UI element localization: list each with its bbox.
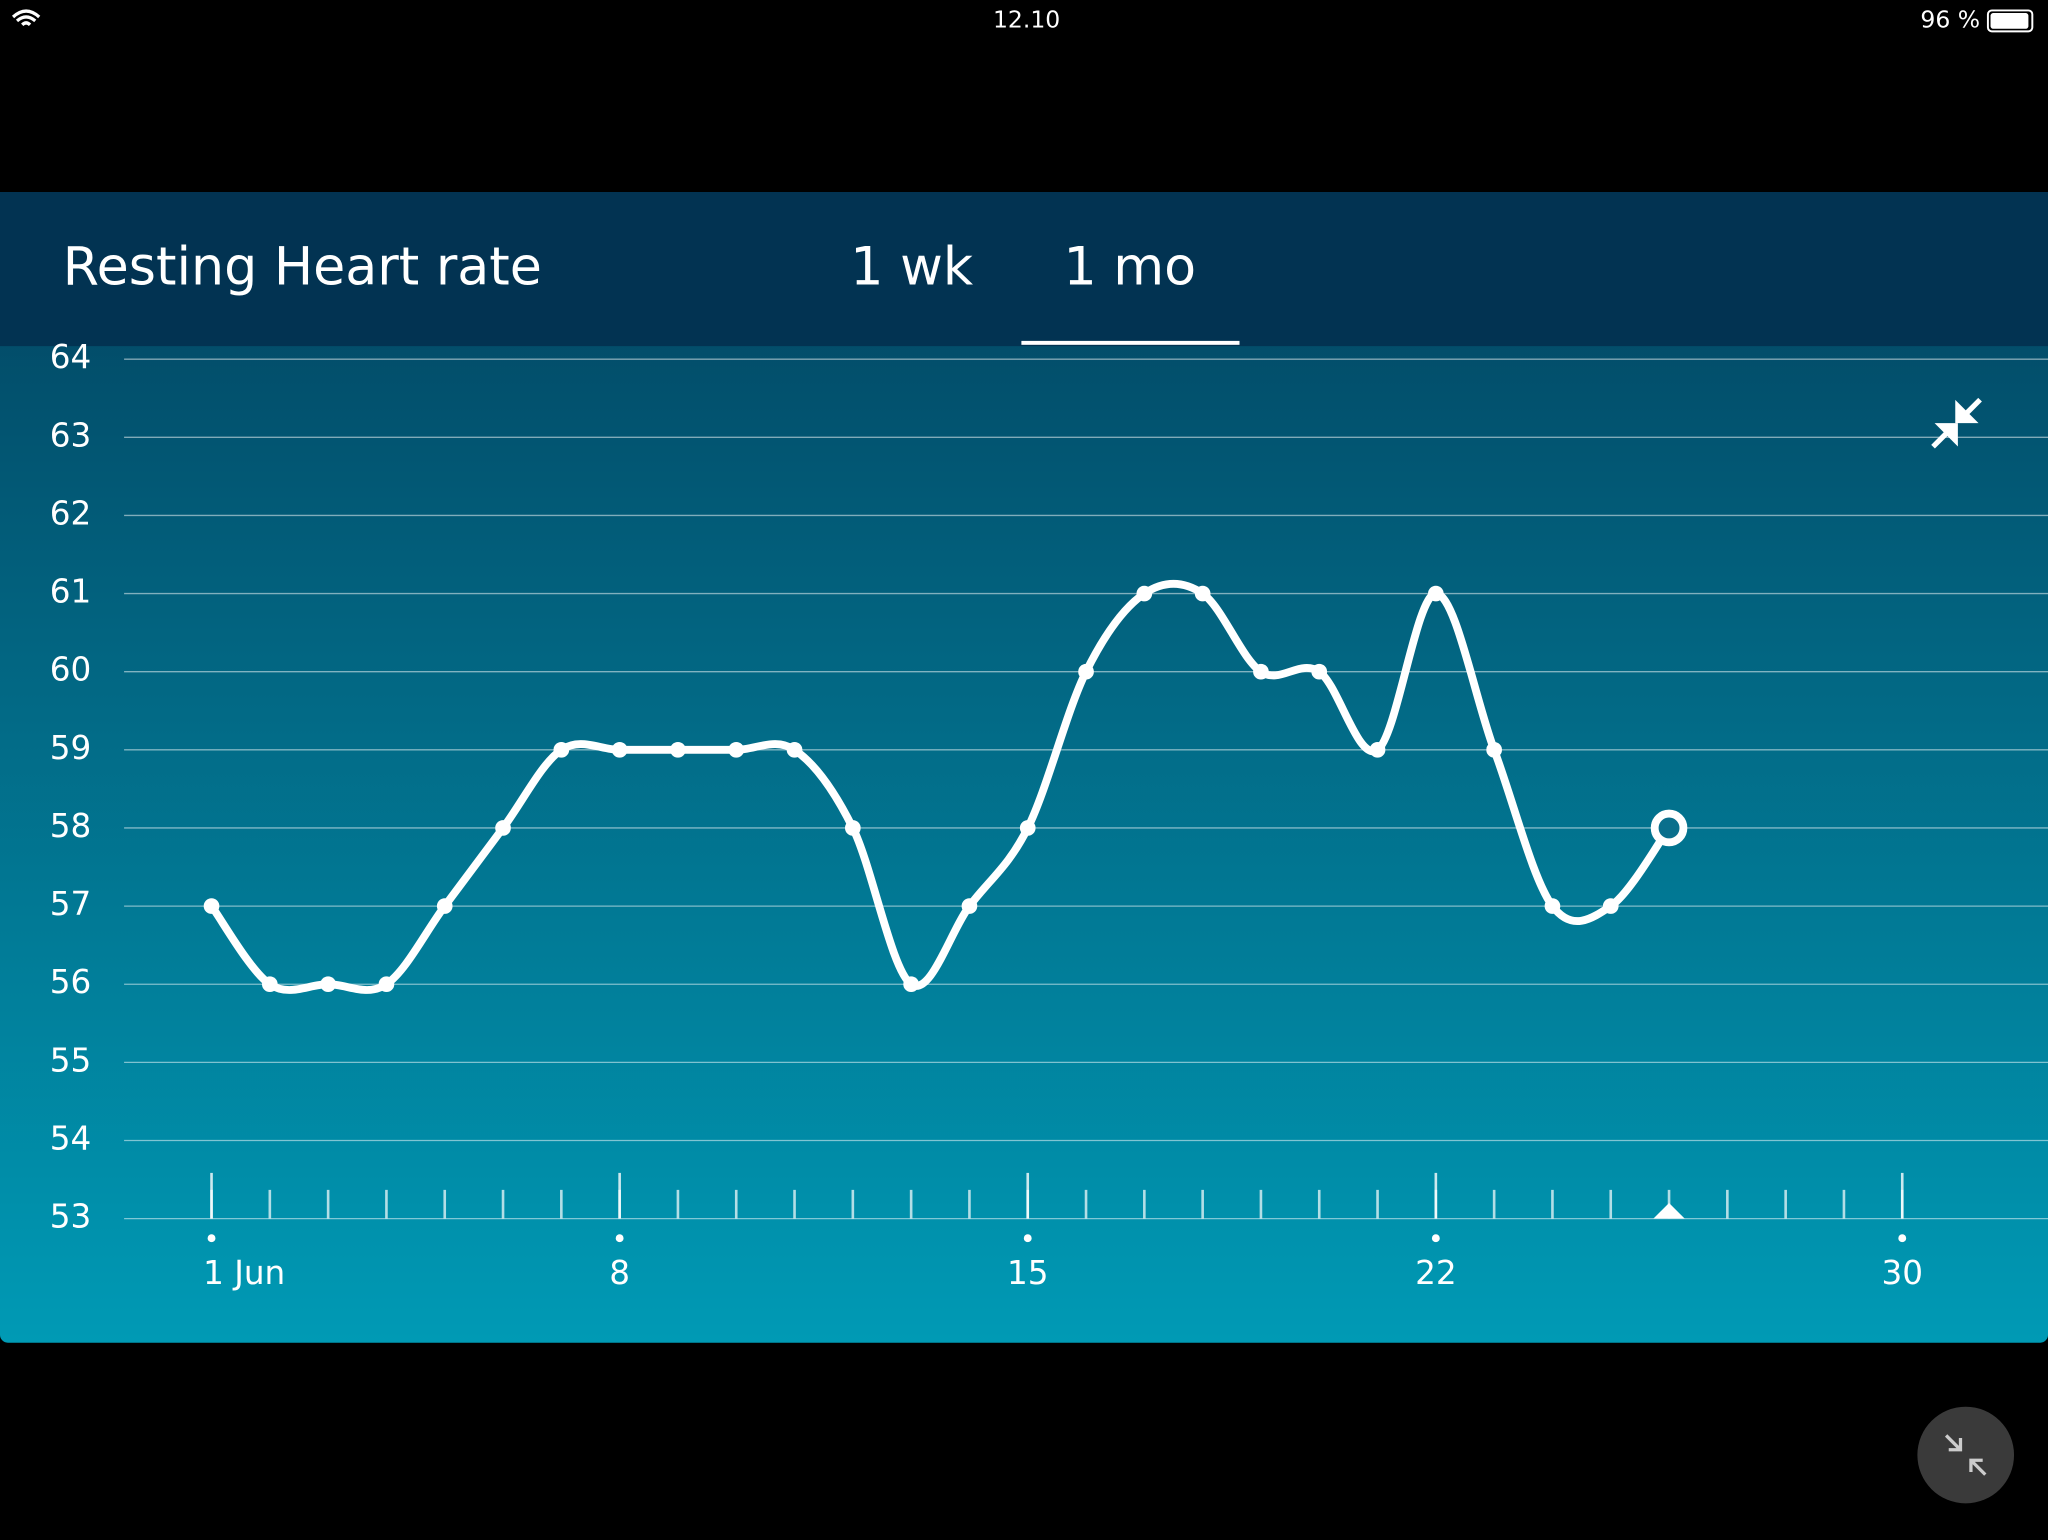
point <box>553 741 570 758</box>
point <box>378 976 395 993</box>
point <box>1428 585 1444 602</box>
current-point <box>1650 809 1688 847</box>
point <box>1311 663 1328 680</box>
y-tick-label: 61 <box>50 573 92 611</box>
point <box>1544 898 1561 914</box>
point <box>611 741 628 758</box>
x-tick-dot <box>1898 1234 1907 1243</box>
point <box>961 898 978 914</box>
chart-panel <box>0 192 2048 1343</box>
x-tick-label: 1 Jun <box>203 1254 285 1292</box>
x-tick-label: 8 <box>609 1254 630 1292</box>
plot: 53 54 55 56 57 58 59 60 61 62 63 64 1 Jun 8 15 22 30 <box>50 338 2048 1292</box>
x-tick-dot <box>1431 1234 1440 1243</box>
point <box>1136 585 1153 602</box>
point <box>845 820 861 836</box>
point <box>261 976 278 993</box>
point <box>203 898 220 914</box>
point <box>1019 820 1036 836</box>
x-tick-dot <box>1023 1234 1032 1243</box>
point <box>728 741 745 758</box>
point <box>495 820 511 836</box>
y-tick-label: 55 <box>50 1041 92 1079</box>
point <box>320 976 336 993</box>
tab-selected[interactable]: 1 mo <box>1063 237 1196 297</box>
point <box>1602 898 1619 914</box>
status-time: 12.10 <box>993 5 1060 33</box>
y-tick-label: 64 <box>50 338 92 376</box>
y-tick-label: 62 <box>50 494 92 532</box>
battery-icon <box>1986 9 2034 33</box>
tab-underline <box>1021 340 1240 345</box>
battery-level <box>1990 13 2029 29</box>
status-battery: 96 % <box>1920 5 1980 33</box>
wifi-icon <box>11 9 41 27</box>
point <box>1369 741 1386 758</box>
point <box>786 741 803 758</box>
y-tick-label: 60 <box>50 651 92 689</box>
y-tick-label: 57 <box>50 885 92 923</box>
header-bar <box>0 192 2048 347</box>
collapse-icon[interactable] <box>1931 397 1982 449</box>
floating-button-icon <box>1944 1434 1987 1476</box>
current-marker <box>1653 1202 1685 1219</box>
page-title: Resting Heart rate <box>63 237 542 297</box>
point <box>903 976 919 993</box>
point <box>436 898 453 914</box>
point <box>1253 663 1269 680</box>
y-tick-label: 63 <box>50 416 92 454</box>
x-tick-dot <box>207 1234 216 1243</box>
x-tick-dot <box>615 1234 624 1243</box>
floating-button[interactable] <box>1917 1406 2015 1504</box>
point <box>1486 741 1502 758</box>
x-tick-label: 15 <box>1007 1254 1049 1292</box>
y-tick-label: 53 <box>50 1198 92 1236</box>
y-tick-label: 59 <box>50 729 92 767</box>
x-tick-label: 22 <box>1415 1254 1457 1292</box>
point <box>1194 585 1211 602</box>
y-tick-label: 58 <box>50 807 92 845</box>
x-tick-label: 30 <box>1881 1254 1923 1292</box>
y-tick-label: 56 <box>50 963 92 1001</box>
point <box>1078 663 1094 680</box>
point <box>670 741 686 758</box>
tab[interactable]: 1 wk <box>850 237 974 297</box>
y-tick-label: 54 <box>50 1119 92 1157</box>
